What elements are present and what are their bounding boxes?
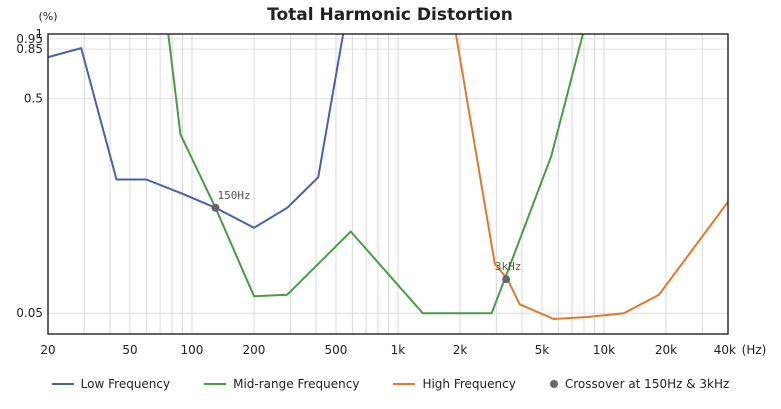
x-axis-unit: (Hz) bbox=[742, 343, 767, 357]
y-tick-label: 0.5 bbox=[24, 92, 43, 106]
y-tick-label: 0.95 bbox=[16, 32, 43, 46]
plot-frame bbox=[47, 33, 729, 335]
y-tick-label: 0.85 bbox=[16, 42, 43, 56]
crossover-label: 3kHz bbox=[495, 260, 522, 273]
series-line-mid bbox=[167, 34, 584, 315]
y-axis-ticks: 10.950.85 0.5 0.05 bbox=[16, 27, 43, 320]
x-tick-label: 2k bbox=[453, 343, 468, 357]
y-tick-label: 1 bbox=[35, 27, 43, 41]
legend-swatch-mid bbox=[204, 383, 227, 385]
chart-title: Total Harmonic Distortion bbox=[267, 5, 513, 25]
crossover-label: 150Hz bbox=[217, 189, 250, 202]
legend-item-high: High Frequency bbox=[393, 377, 516, 391]
x-tick-label: 5k bbox=[535, 343, 550, 357]
legend-label-high: High Frequency bbox=[422, 377, 516, 391]
legend-swatch-low bbox=[51, 383, 74, 385]
legend-label-low: Low Frequency bbox=[80, 377, 171, 391]
series-line-high bbox=[454, 34, 728, 320]
legend-item-mid: Mid-range Frequency bbox=[204, 377, 359, 391]
legend-label-crossover: Crossover at 150Hz & 3kHz bbox=[564, 377, 730, 391]
x-tick-label: 50 bbox=[122, 343, 137, 357]
x-tick-label: 20 bbox=[40, 343, 55, 357]
legend-swatch-high bbox=[393, 383, 416, 385]
legend: Low Frequency Mid-range Frequency High F… bbox=[0, 374, 781, 394]
legend-item-low: Low Frequency bbox=[51, 377, 171, 391]
legend-item-crossover: Crossover at 150Hz & 3kHz bbox=[549, 377, 730, 391]
crossover-point bbox=[502, 275, 511, 284]
x-tick-label: 20k bbox=[655, 343, 677, 357]
legend-swatch-crossover bbox=[549, 380, 558, 388]
crossover-point bbox=[211, 203, 220, 212]
series-line-low bbox=[48, 34, 345, 229]
x-tick-label: 40k bbox=[714, 343, 736, 357]
x-tick-label: 500 bbox=[325, 343, 348, 357]
crossover-markers: 150Hz 3kHz bbox=[211, 189, 522, 284]
series-group bbox=[48, 34, 728, 320]
y-tick-label: 0.05 bbox=[16, 306, 43, 320]
y-axis-unit: (%) bbox=[38, 10, 57, 23]
legend-label-mid: Mid-range Frequency bbox=[233, 377, 360, 391]
x-axis-ticks: 20 50 100 200 500 1k 2k 5k 10k 20k 40k bbox=[40, 343, 736, 357]
grid-lines bbox=[47, 33, 729, 334]
x-tick-label: 200 bbox=[243, 343, 266, 357]
x-tick-label: 10k bbox=[593, 343, 615, 357]
x-tick-label: 1k bbox=[391, 343, 406, 357]
x-tick-label: 100 bbox=[181, 343, 204, 357]
